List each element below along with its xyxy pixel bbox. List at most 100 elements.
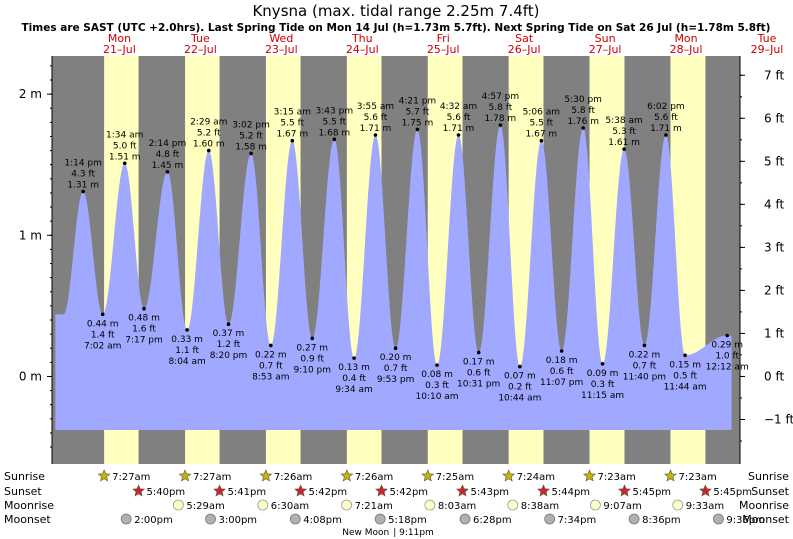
chart-title: Knysna (max. tidal range 2.25m 7.4ft) [252,2,539,20]
left-tick-label: 0 m [19,369,42,383]
high-tide-feet: 5.8 ft [489,103,513,113]
moonset-icon [205,513,216,525]
low-tide-feet: 0.5 ft [673,371,697,381]
low-tide-marker [600,361,605,366]
high-tide-marker [332,137,337,142]
day-date: 28–Jul [670,43,703,56]
sunrise-time: 7:23am [598,472,636,483]
moonrise-icon [257,499,269,511]
low-tide-time: 9:53 pm [377,375,415,385]
low-tide-marker [725,333,729,338]
day-date: 24–Jul [346,43,379,56]
sunrise-icon [583,469,596,482]
low-tide-feet: 1.6 ft [132,325,156,335]
low-tide-metres: 0.09 m [587,369,619,379]
low-tide-feet: 0.4 ft [342,374,366,384]
low-tide-feet: 0.3 ft [425,381,449,391]
high-tide-time: 3:02 pm [232,120,270,130]
day-labels: Mon21–JulTue22–JulWed23–JulThu24–JulFri2… [103,32,783,56]
low-tide-metres: 0.17 m [463,357,495,367]
moonrise-icon [589,499,601,511]
right-tick-label: 5 ft [764,154,784,168]
low-tide-time: 10:31 pm [457,379,500,389]
sunrise-time: 7:27am [112,472,150,483]
low-tide-marker [559,349,564,353]
high-tide-feet: 5.5 ft [529,119,553,129]
moonrise-time: 7:21am [355,501,393,512]
moonrise-time: 8:38am [521,501,559,512]
row-label-left: Moonrise [4,499,54,512]
high-tide-time: 2:14 pm [149,139,187,149]
high-tide-feet: 5.3 ft [612,127,636,137]
low-tide-metres: 0.29 m [711,341,743,351]
high-tide-time: 2:29 am [190,118,227,128]
high-tide-metres: 1.71 m [650,124,682,134]
sunrise-time: 7:26am [355,472,393,483]
row-label-right: Moonset [742,513,789,526]
high-tide-feet: 5.0 ft [113,141,137,151]
sunset-time: 5:43pm [470,487,509,498]
sunrise-time: 7:23am [678,472,716,483]
high-tide-marker [456,133,461,137]
right-tick-label: 1 ft [764,326,784,340]
sunset-time: 5:40pm [147,487,186,498]
sunrise-time: 7:27am [193,472,231,483]
row-label-left: Moonset [4,513,51,526]
high-tide-marker [498,123,503,127]
high-tide-time: 1:34 am [106,130,143,140]
sunrise-time: 7:25am [436,472,474,483]
low-tide-feet: 1.2 ft [217,340,241,350]
moonset-time: 5:18pm [388,515,427,526]
day-date: 22–Jul [184,43,217,56]
low-tide-metres: 0.48 m [128,314,160,324]
moonset-icon [544,513,556,525]
high-tide-time: 5:38 am [605,116,642,126]
day-name: Tue [757,32,777,45]
right-tick-label: 4 ft [764,197,784,211]
low-tide-feet: 1.4 ft [91,330,115,340]
high-tide-feet: 5.2 ft [239,131,263,141]
high-tide-feet: 5.2 ft [197,129,221,139]
low-tide-marker [518,364,522,369]
low-tide-feet: 0.7 ft [633,361,657,371]
high-tide-time: 6:02 pm [647,102,685,112]
low-tide-marker [476,350,481,355]
high-tide-metres: 1.45 m [152,161,184,171]
moonset-time: 7:34pm [558,515,597,526]
moonset-icon [374,513,386,525]
chart-subtitle: Times are SAST (UTC +2.0hrs). Last Sprin… [22,22,771,34]
low-tide-time: 8:53 am [252,372,289,382]
low-tide-marker [683,353,687,358]
row-label-right: Moonrise [739,499,789,512]
sunset-time: 5:44pm [551,487,590,498]
high-tide-marker [165,169,170,174]
right-tick-label: −1 ft [764,413,793,427]
sunrise-icon [178,469,192,482]
day-date: 23–Jul [265,43,298,56]
high-tide-time: 4:57 pm [482,92,520,102]
low-tide-feet: 0.6 ft [550,367,574,377]
high-tide-metres: 1.67 m [526,130,558,140]
low-tide-feet: 1.0 ft [715,352,739,362]
sunrise-icon [340,469,354,482]
moonrise-time: 9:33am [686,501,724,512]
row-label-right: Sunset [751,485,789,498]
right-tick-label: 0 ft [764,369,784,383]
low-tide-marker [226,322,231,327]
low-tide-metres: 0.07 m [504,372,536,382]
high-tide-time: 5:06 am [523,108,560,118]
high-tide-feet: 5.6 ft [447,113,471,123]
high-tide-metres: 1.71 m [443,124,475,134]
moonset-time: 6:28pm [473,515,512,526]
right-tick-label: 6 ft [764,111,784,125]
low-tide-marker [642,343,647,348]
moonset-icon [120,513,132,525]
low-tide-marker [393,346,398,351]
right-tick-label: 7 ft [764,68,784,82]
left-tick-label: 1 m [19,228,42,242]
moonset-time: 8:36pm [642,515,681,526]
low-tide-feet: 0.7 ft [384,364,408,374]
low-tide-time: 11:15 am [581,391,624,401]
high-tide-feet: 5.6 ft [654,113,678,123]
low-tide-feet: 1.1 ft [175,346,199,356]
